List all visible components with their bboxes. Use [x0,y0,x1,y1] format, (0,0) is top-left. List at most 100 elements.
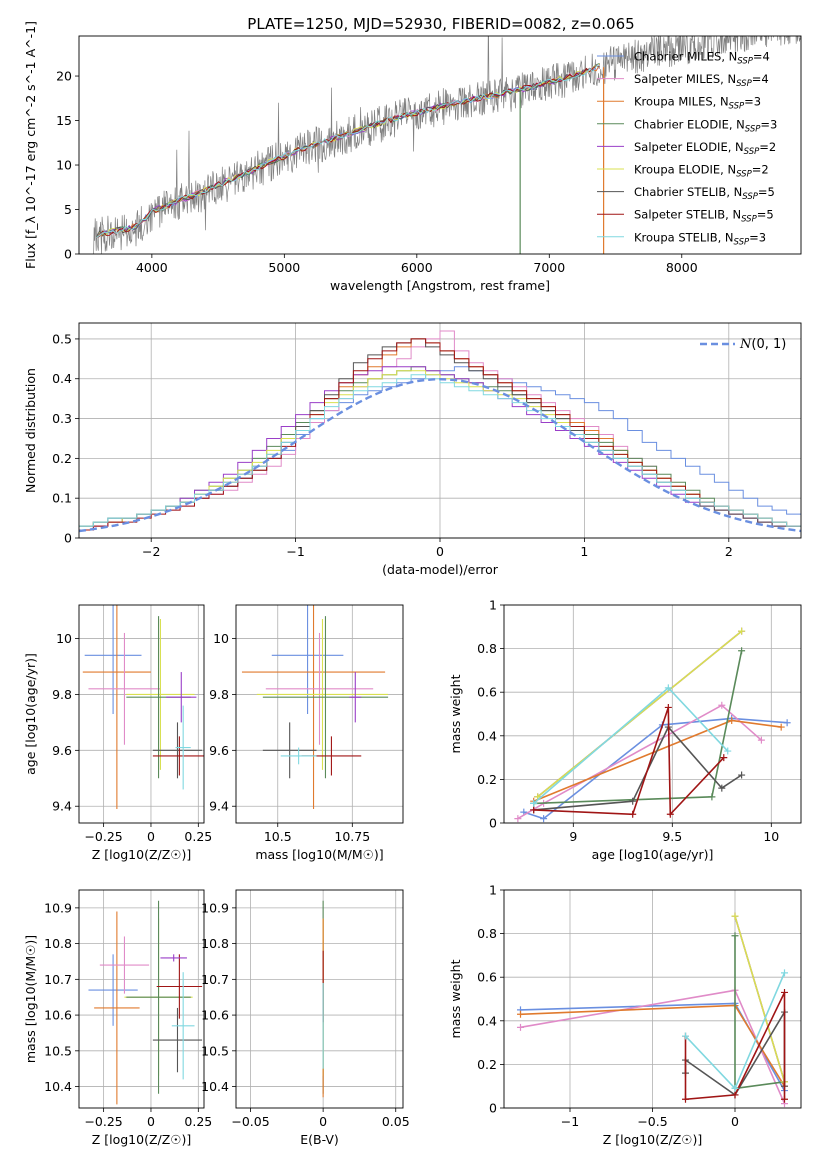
axes-weight_vs_Z: −1 −0.5 0 0 0.2 0.4 0.6 0.8 1 Z [log10(Z/Z☉)] mass… [448,883,802,1147]
weight-marker [728,717,736,725]
x-tick-label: 0.25 [184,1114,212,1129]
axes-age_vs_Z: −0.25 0 0.25 9.4 9.6 9.8 10 Z [log10(Z/Z☉)] age … [23,604,212,862]
x-tick-label: 10.5 [264,829,292,844]
y-tick-label: 0 [489,816,497,831]
weight-marker [738,647,746,655]
weight-line [517,704,762,820]
axes-mass_vs_EBV: −0.05 0 0.05 10.4 10.5 10.6 10.7 10.8 10.9 E(B-V) [201,889,410,1147]
weight-marker [731,932,739,940]
x-axis-label: E(B-V) [300,1132,339,1147]
y-tick-label: 0.6 [477,685,497,700]
weight-marker [757,736,765,744]
x-tick-label: 10.75 [334,829,370,844]
gaussian-curve [79,377,801,533]
grid [236,890,403,1108]
weight-line [523,717,788,820]
axes-spectrum: 4000 5000 6000 7000 8000 0 5 10 15 20 wavelength [… [23,21,802,293]
y-tick-label: 0.2 [52,451,72,466]
plot-area [517,912,788,1108]
y-tick-label: 0.5 [52,331,72,346]
y-tick-label: 9.4 [52,799,72,814]
legend-entry: Kroupa ELODIE, NSSP=2 [634,163,769,180]
y-tick-label: 9.8 [209,687,229,702]
y-tick-label: 9.4 [209,799,229,814]
x-tick-label: 0.05 [382,1114,410,1129]
x-tick-label: 7000 [533,260,565,275]
y-tick-label: 0 [489,1101,497,1116]
y-axis-label: Normed distribution [23,368,38,493]
y-tick-label: 5 [64,202,72,217]
legend-entry: Salpeter ELODIE, NSSP=2 [634,140,776,157]
y-tick-label: 0.8 [477,641,497,656]
y-axis-label: mass weight [448,959,463,1038]
weight-marker [666,810,674,818]
x-tick-label: −0.5 [637,1114,667,1129]
x-tick-label: 0 [731,1114,739,1129]
weight-marker [629,797,637,805]
y-tick-label: 0.1 [52,491,72,506]
x-tick-label: −2 [142,544,160,559]
axes-weight_vs_age: 9 9.5 10 0 0.2 0.4 0.6 0.8 1 age [log10(age/yr)] m… [448,598,802,862]
spectrum-model-line [95,65,600,238]
x-tick-label: −1 [286,544,304,559]
y-axis-label: mass [log10(M/M☉)] [23,935,38,1063]
y-tick-label: 20 [56,69,72,84]
x-axis-label: Z [log10(Z/Z☉)] [603,1132,703,1147]
x-tick-label: 0 [147,829,155,844]
axes-mass_vs_Z: −0.25 0 0.25 10.4 10.5 10.6 10.7 10.8 10.9 Z [log… [23,889,212,1147]
y-tick-label: 10 [213,631,229,646]
plot-area [82,605,204,810]
weight-marker [738,771,746,779]
legend-entry: Chabrier MILES, NSSP=4 [634,50,770,67]
legend-entry: Salpeter MILES, NSSP=4 [634,72,769,89]
y-axis-label: mass weight [448,674,463,753]
x-axis-label: mass [log10(M/M☉)] [255,847,383,862]
x-tick-label: 0 [147,1114,155,1129]
y-tick-label: 0.8 [477,926,497,941]
y-tick-label: 0.3 [52,411,72,426]
x-tick-label: 0 [319,1114,327,1129]
weight-marker [530,806,538,814]
weight-marker [629,810,637,818]
y-tick-label: 15 [56,113,72,128]
y-tick-label: 9.6 [209,743,229,758]
x-tick-label: −0.05 [231,1114,269,1129]
weight-marker [781,1095,788,1103]
axes-frame [503,604,802,824]
y-tick-label: 0.4 [477,1013,497,1028]
legend-entry: Salpeter STELIB, NSSP=5 [634,208,774,225]
x-tick-label: 5000 [268,260,300,275]
weight-marker [682,1095,689,1103]
weight-marker [738,627,746,635]
weight-line [533,686,729,805]
x-tick-label: 10 [763,829,779,844]
x-tick-label: 8000 [666,260,698,275]
weight-marker [777,723,785,731]
x-tick-label: 4000 [136,260,168,275]
weight-marker [718,784,726,792]
y-tick-label: 0.6 [477,970,497,985]
x-tick-label: 2 [725,544,733,559]
legend-entry: Kroupa STELIB, NSSP=3 [634,230,766,247]
axes-frame [78,604,205,824]
y-axis-label: age [log10(age/yr)] [23,653,38,775]
y-tick-label: 10.9 [44,900,72,915]
y-tick-label: 10.7 [44,972,72,987]
x-tick-label: −0.25 [84,1114,122,1129]
weight-marker [708,793,716,801]
x-axis-label: wavelength [Angstrom, rest frame] [330,278,550,293]
weight-marker [530,799,538,807]
weight-marker [514,815,522,823]
weight-line [734,915,786,1083]
plot-area [514,627,791,823]
weight-marker [781,969,788,977]
x-tick-label: 9 [569,829,577,844]
weight-line [537,630,743,798]
axes-frame [235,889,404,1109]
weight-marker [540,815,548,823]
x-tick-label: 1 [580,544,588,559]
axes-frame [235,604,404,824]
weight-marker [731,912,739,920]
weight-marker [718,701,726,709]
